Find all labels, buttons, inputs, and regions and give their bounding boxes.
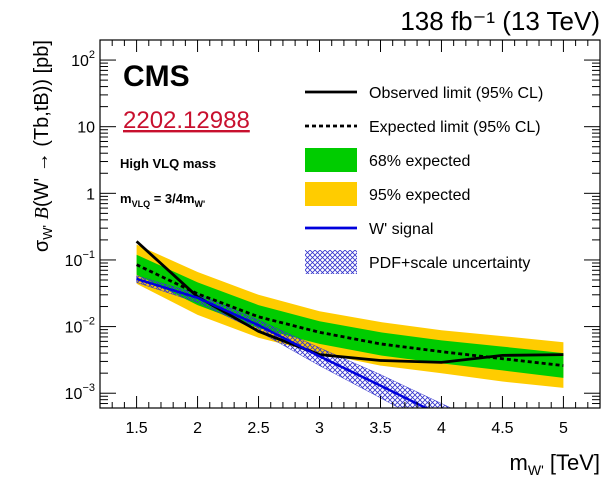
legend-68-label: 68% expected [369, 153, 470, 170]
legend-pdf-scale-swatch [305, 250, 357, 274]
y-tick-label: 10 [77, 120, 95, 137]
legend-95-label: 95% expected [369, 187, 470, 204]
wprime-signal-line [136, 277, 429, 408]
legend: Observed limit (95% CL) Expected limit (9… [305, 85, 543, 274]
x-tick-label: 3 [315, 420, 324, 437]
vlq-mass-ratio: mVLQ = 3/4mW' [120, 191, 205, 209]
lumi-label: 138 fb⁻¹ (13 TeV) [400, 6, 600, 36]
y-tick-label: 10−1 [65, 249, 95, 270]
arxiv-link[interactable]: 2202.12988 [123, 107, 250, 134]
y-tick-label: 102 [71, 49, 95, 70]
plot-frame [99, 39, 601, 409]
legend-signal-label: W' signal [369, 221, 433, 238]
x-tick-label: 2 [193, 420, 202, 437]
x-tick-label: 4.5 [491, 420, 513, 437]
cms-logo: CMS [123, 60, 190, 93]
legend-pdf-scale-label: PDF+scale uncertainty [369, 255, 530, 272]
legend-observed-label: Observed limit (95% CL) [369, 85, 543, 102]
x-tick-label: 2.5 [247, 420, 269, 437]
y-tick-label: 10−2 [65, 316, 95, 337]
y-tick-label: 10−3 [65, 382, 95, 403]
vlq-mass-note: High VLQ mass [120, 156, 216, 171]
legend-68-swatch [305, 148, 357, 172]
x-tick-label: 5 [559, 420, 568, 437]
x-axis-label: mW' [TeV] [510, 450, 600, 478]
y-tick-label: 1 [86, 186, 95, 203]
expected-limit-line [135, 263, 564, 367]
x-tick-label: 1.5 [125, 420, 147, 437]
band-68-expected [136, 254, 564, 378]
legend-expected-label: Expected limit (95% CL) [369, 119, 541, 136]
legend-95-swatch [305, 182, 357, 206]
y-axis-label: σW' B(W' → (Tb,tB)) [pb] [31, 40, 55, 252]
x-tick-label: 4 [437, 420, 446, 437]
x-tick-label: 3.5 [369, 420, 391, 437]
